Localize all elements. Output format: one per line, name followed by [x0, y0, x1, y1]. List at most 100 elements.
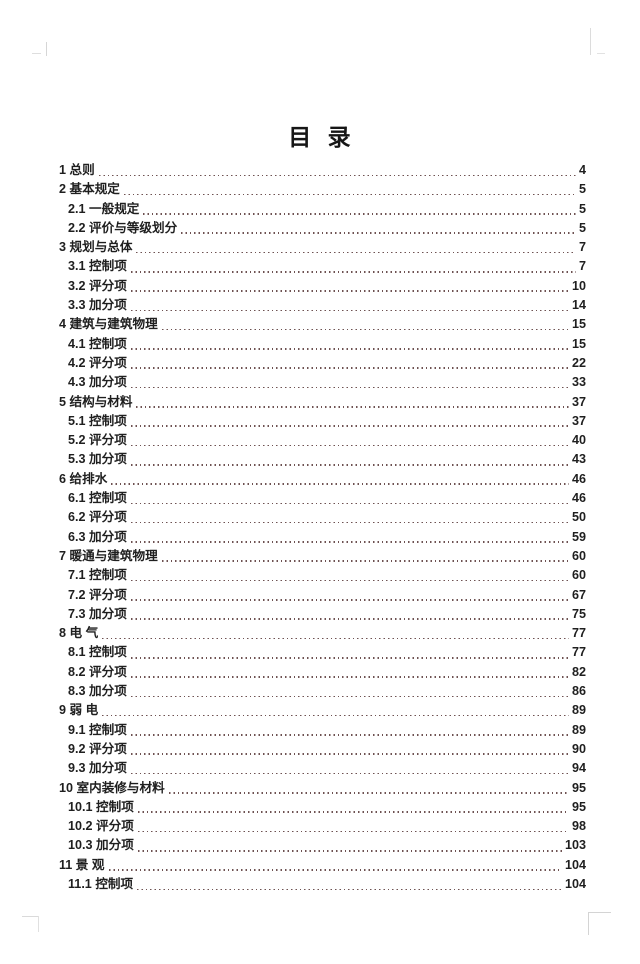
toc-entry-label: 7.3 加分项 [68, 606, 127, 621]
toc-entry-label: 5.2 评分项 [68, 433, 127, 448]
toc-entry-label: 2.1 一般规定 [68, 201, 140, 216]
toc-page-number: 37 [571, 413, 586, 428]
toc-page-number: 37 [571, 394, 586, 409]
toc-page-number: 43 [571, 452, 586, 467]
crop-mark-bottom-left [38, 916, 39, 932]
toc-entry-label: 10 室内装修与材料 [59, 780, 165, 795]
toc-entry-label: 7.1 控制项 [68, 568, 127, 583]
toc-entry-label: 5.3 加分项 [68, 452, 127, 467]
toc-entry: 9.3 加分项 94 [59, 759, 586, 778]
dot-leader-icon [98, 174, 576, 177]
dot-leader-icon [161, 560, 569, 563]
toc-list: 1 总则 4 2 基本规定 5 2.1 一般规定 5 2.2 评价与等级划分 5… [59, 161, 586, 894]
dot-leader-icon [130, 367, 569, 370]
toc-entry-label: 2.2 评价与等级划分 [68, 220, 178, 235]
toc-page-number: 59 [571, 529, 586, 544]
toc-entry-label: 8 电 气 [59, 626, 99, 641]
toc-entry: 4.1 控制项 15 [59, 335, 586, 354]
dot-leader-icon [130, 734, 569, 736]
toc-entry-label: 9.1 控制项 [68, 722, 127, 737]
toc-entry: 10 室内装修与材料 95 [59, 779, 586, 798]
toc-entry: 2.1 一般规定 5 [59, 200, 586, 219]
dot-leader-icon [130, 444, 569, 447]
toc-entry: 4.2 评分项 22 [59, 354, 586, 373]
toc-entry: 10.3 加分项 103 [59, 836, 586, 855]
crop-mark-bottom-right [588, 912, 589, 935]
dot-leader-icon [137, 888, 562, 891]
toc-page-number: 14 [571, 298, 586, 313]
toc-page-number: 33 [571, 375, 586, 390]
toc-entry-label: 6.1 控制项 [68, 491, 127, 506]
toc-entry: 6.1 控制项 46 [59, 489, 586, 508]
crop-mark-bottom-left [22, 916, 39, 917]
toc-entry-label: 7 暖通与建筑物理 [59, 548, 158, 563]
toc-entry: 5.3 加分项 43 [59, 450, 586, 469]
toc-page-number: 67 [571, 587, 586, 602]
toc-page-number: 4 [578, 163, 586, 177]
toc-entry-label: 2 基本规定 [59, 182, 120, 197]
toc-entry: 11.1 控制项 104 [59, 875, 586, 894]
toc-entry-label: 9.3 加分项 [68, 761, 127, 776]
toc-page-number: 77 [571, 645, 586, 660]
toc-page-number: 94 [571, 761, 586, 776]
dot-leader-icon [130, 579, 569, 582]
toc-page-number: 75 [571, 606, 586, 621]
dot-leader-icon [130, 753, 569, 756]
crop-mark-bottom-right [588, 912, 611, 913]
toc-entry-label: 5.1 控制项 [68, 413, 127, 428]
toc-entry: 3.2 评分项 10 [59, 277, 586, 296]
toc-page-number: 15 [571, 317, 586, 332]
dot-leader-icon [130, 541, 569, 543]
dot-leader-icon [102, 714, 569, 717]
toc-entry-label: 7.2 评分项 [68, 587, 127, 602]
dot-leader-icon [130, 521, 569, 524]
toc-entry: 9.2 评分项 90 [59, 740, 586, 759]
dot-leader-icon [168, 792, 569, 794]
toc-page-number: 86 [571, 684, 586, 699]
toc-entry-label: 3.3 加分项 [68, 298, 127, 313]
toc-entry: 8 电 气 77 [59, 624, 586, 643]
toc-entry: 4 建筑与建筑物理 15 [59, 315, 586, 334]
dot-leader-icon [108, 869, 562, 871]
toc-page-number: 95 [571, 780, 586, 795]
toc-entry: 2 基本规定 5 [59, 180, 586, 199]
toc-page-number: 82 [571, 664, 586, 679]
toc-page-number: 60 [571, 548, 586, 563]
toc-page-number: 104 [564, 857, 586, 872]
dot-leader-icon [130, 599, 569, 601]
dot-leader-icon [130, 772, 569, 775]
toc-entry: 6.3 加分项 59 [59, 528, 586, 547]
toc-entry: 9.1 控制项 89 [59, 721, 586, 740]
dot-leader-icon [130, 463, 569, 466]
toc-entry-label: 5 结构与材料 [59, 394, 133, 409]
dot-leader-icon [130, 290, 569, 292]
toc-entry: 11 景 观 104 [59, 856, 586, 875]
toc-entry-label: 3.1 控制项 [68, 259, 127, 274]
toc-entry-label: 3.2 评分项 [68, 278, 127, 293]
toc-page-number: 77 [571, 626, 586, 641]
dot-leader-icon [136, 251, 576, 254]
dot-leader-icon [130, 425, 569, 427]
toc-page-number: 46 [571, 471, 586, 486]
toc-entry: 10.1 控制项 95 [59, 798, 586, 817]
toc-entry: 6.2 评分项 50 [59, 508, 586, 527]
toc-entry-label: 9 弱 电 [59, 703, 99, 718]
toc-page-number: 5 [578, 201, 586, 216]
toc-page-number: 10 [571, 278, 586, 293]
toc-entry: 8.1 控制项 77 [59, 643, 586, 662]
toc-page-number: 95 [571, 799, 586, 814]
toc-entry-label: 11 景 观 [59, 857, 105, 872]
toc-entry: 5.1 控制项 37 [59, 412, 586, 431]
toc-entry-label: 4 建筑与建筑物理 [59, 317, 158, 332]
toc-page-number: 7 [578, 259, 586, 274]
toc-entry-label: 6.3 加分项 [68, 529, 127, 544]
toc-entry: 6 给排水 46 [59, 470, 586, 489]
toc-page-number: 90 [571, 741, 586, 756]
dot-leader-icon [143, 213, 576, 215]
toc-page-number: 5 [578, 220, 586, 235]
toc-entry: 1 总则 4 [59, 161, 586, 180]
dot-leader-icon [130, 676, 569, 678]
toc-entry: 7 暖通与建筑物理 60 [59, 547, 586, 566]
toc-entry-label: 4.2 评分项 [68, 355, 127, 370]
